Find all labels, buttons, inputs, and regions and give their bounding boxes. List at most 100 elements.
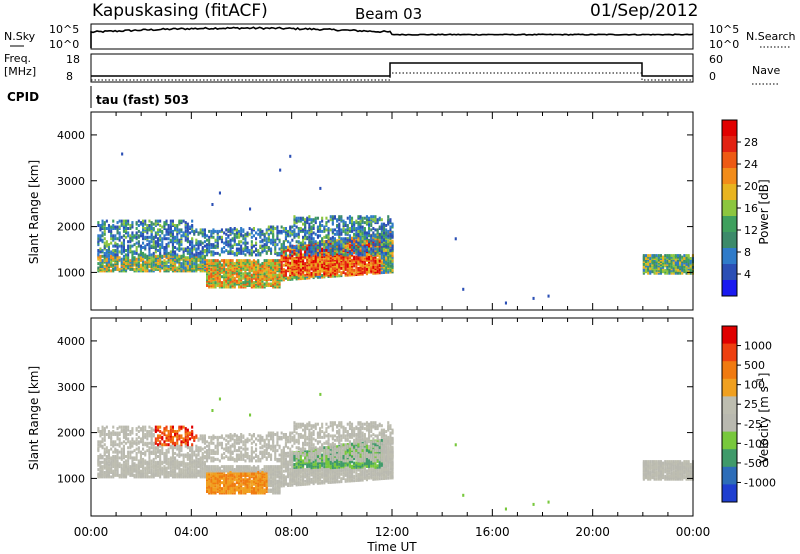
heatmap-cell [184,444,187,448]
heatmap-cell [169,219,172,223]
heatmap-cell [297,250,300,254]
heatmap-cell [103,435,106,439]
heatmap-cell [246,272,249,276]
heatmap-cell [191,249,194,252]
heatmap-cell [133,256,136,260]
heatmap-cell [310,218,313,222]
heatmap-cell [152,263,155,267]
heatmap-cell [157,425,160,429]
heatmap-cell [203,450,206,454]
heatmap-cell [127,446,130,450]
heatmap-cell [135,455,138,458]
heatmap-cell [291,244,294,248]
heatmap-cell [289,234,292,238]
heatmap-cell [327,235,330,239]
heatmap-cell [101,254,104,258]
heatmap-cell [674,254,677,258]
heatmap-cell [287,276,290,280]
heatmap-cell [169,469,172,473]
heatmap-cell [289,154,292,158]
heatmap-cell [389,218,392,222]
heatmap-cell [191,237,194,241]
heatmap-cell [365,263,368,267]
heatmap-cell [184,221,187,225]
heatmap-cell [107,463,110,467]
heatmap-cell [97,455,100,458]
heatmap-cell [361,253,364,257]
heatmap-cell [197,469,200,473]
heatmap-cell [297,246,300,249]
heatmap-cell [231,250,234,254]
heatmap-cell [255,253,258,257]
heatmap-cell [131,256,134,260]
heatmap-cell [184,453,187,457]
heatmap-cell [250,228,253,232]
heatmap-cell [272,229,275,233]
heatmap-cell [385,224,388,227]
heatmap-cell [125,219,128,223]
heatmap-cell [227,250,230,254]
heatmap-cell [144,222,147,226]
heatmap-cell [122,219,125,223]
heatmap-cell [383,222,386,226]
heatmap-cell [261,264,264,268]
heatmap-cell [193,265,196,268]
heatmap-cell [165,466,168,470]
heatmap-cell [146,430,149,433]
heatmap-cell [348,221,351,225]
heatmap-cell [110,234,113,238]
colorbar-segment [722,152,737,169]
heatmap-cell [272,243,275,247]
heatmap-cell [191,460,194,464]
heatmap-cell [389,241,392,245]
heatmap-cell [129,450,132,454]
heatmap-cell [199,228,202,232]
heatmap-cell [122,234,125,238]
heatmap-cell [191,452,194,455]
heatmap-cell [319,221,322,225]
heatmap-cell [387,243,390,247]
heatmap-cell [99,469,102,473]
heatmap-cell [319,258,322,262]
heatmap-cell [353,268,356,272]
heatmap-cell [361,225,364,229]
heatmap-cell [127,219,130,223]
heatmap-cell [154,446,157,450]
heatmap-cell [118,256,121,260]
heatmap-cell [99,465,102,469]
heatmap-cell [178,434,181,438]
heatmap-cell [344,249,347,252]
heatmap-cell [99,247,102,251]
heatmap-cell [135,251,138,255]
heatmap-cell [120,453,123,457]
heatmap-cell [159,234,162,238]
heatmap-cell [116,228,119,232]
heatmap-cell [291,225,294,229]
heatmap-cell [259,228,262,232]
heatmap-cell [150,256,153,260]
heatmap-cell [270,273,273,277]
heatmap-cell [180,460,183,464]
heatmap-cell [372,231,375,235]
heatmap-cell [184,232,187,236]
heatmap-cell [203,446,206,450]
heatmap-cell [378,264,381,267]
heatmap-cell [131,444,134,448]
heatmap-cell [289,231,292,235]
heatmap-cell [189,240,192,244]
heatmap-cell [310,255,313,259]
heatmap-cell [220,228,223,232]
heatmap-cell [163,460,166,464]
heatmap-cell [235,228,238,232]
heatmap-cell [391,264,394,268]
heatmap-cell [244,259,247,263]
heatmap-cell [97,249,100,252]
heatmap-cell [649,254,652,258]
heatmap-cell [299,262,302,266]
heatmap-cell [220,275,223,279]
heatmap-cell [662,258,665,262]
heatmap-cell [331,221,334,225]
heatmap-cell [331,258,334,262]
heatmap-cell [391,234,394,238]
heatmap-cell [122,254,125,258]
